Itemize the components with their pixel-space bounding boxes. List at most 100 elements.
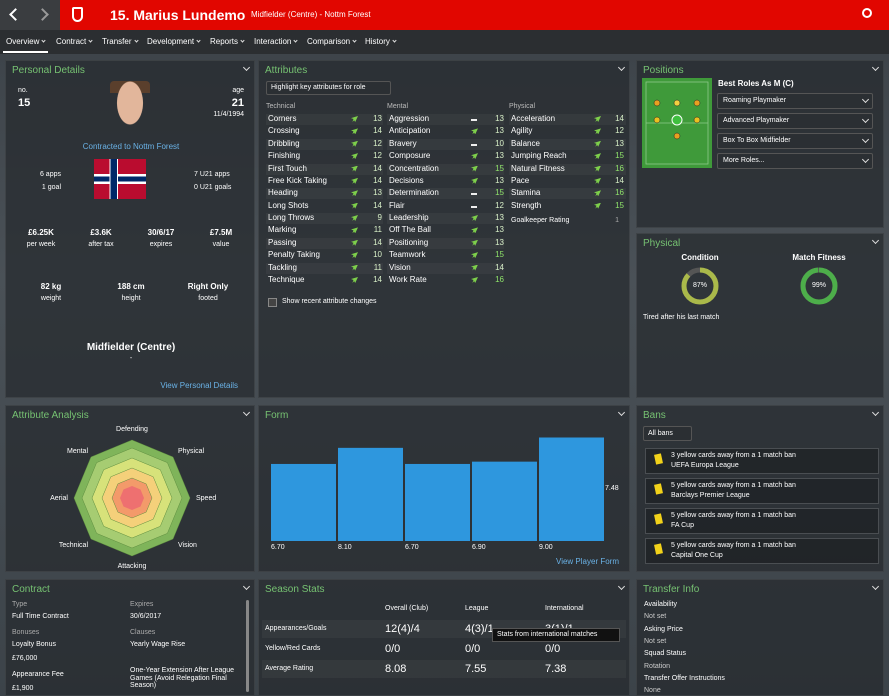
role-dropdown[interactable] [266,81,391,95]
graphic [800,267,838,305]
chevron [242,582,251,591]
trend-flat [471,143,477,146]
trend-up [351,252,358,259]
nav-tab[interactable]: Contract [56,37,87,46]
attribute-name: Passing [268,237,297,247]
label: 0/0 [385,643,401,655]
attribute-name: Leadership [389,213,429,223]
nav-tab[interactable]: Comparison [307,37,351,46]
label: Full Time Contract [12,613,69,620]
label: Loyalty Bonus [12,641,56,648]
attribute-value: 15 [615,200,624,210]
label[interactable]: More Roles... [723,157,765,164]
label: 5 yellow cards away from a 1 match ban [671,542,796,549]
nav-tab[interactable]: Overview [6,37,40,46]
filter-dropdown[interactable] [643,426,692,441]
label: 0/0 [465,643,481,655]
label[interactable]: Box To Box Midfielder [723,137,791,144]
panel-title: Transfer Info [643,584,700,595]
club-badge [72,7,83,22]
label: 188 cm [117,282,145,291]
label: Bonuses [12,629,40,636]
label[interactable]: All bans [648,430,673,437]
label: 11/4/1994 [213,111,244,118]
nav-buttons[interactable] [0,0,60,30]
link[interactable]: View Player Form [556,557,619,566]
label: no. [18,87,28,94]
label: 99% [811,282,827,289]
role-dropdown[interactable] [717,133,873,149]
attribute-value: 12 [495,200,504,210]
label: value [212,241,230,248]
link[interactable]: View Personal Details [160,381,238,390]
attribute-name: Free Kick Taking [268,175,327,185]
position-dot [693,116,701,124]
chevron [871,408,880,417]
row-stripe [387,237,504,249]
label: 30/6/17 [147,228,175,237]
role-dropdown[interactable] [717,113,873,129]
nav-tab[interactable]: Reports [210,37,239,46]
attribute-name: Strength [511,200,542,210]
trend-up [471,165,478,172]
attribute-name: Work Rate [389,274,427,284]
row-stripe [266,262,383,274]
label: Availability [644,601,677,608]
label: FA Cup [671,522,694,529]
label: 7.38 [545,663,567,675]
label: - [129,355,133,362]
nav-tab[interactable]: Transfer [102,37,132,46]
label: £6.25K [28,228,54,237]
role-dropdown[interactable] [717,153,873,169]
attribute-value: 15 [495,188,504,198]
label[interactable]: Roaming Playmaker [723,97,787,104]
trend-up [471,153,478,160]
nav-tab[interactable]: Interaction [254,37,292,46]
panel-title: Attribute Analysis [12,410,89,421]
row-stripe [266,163,383,175]
nav-tab[interactable]: Development [147,37,195,46]
search-icon[interactable] [862,8,872,18]
chevron [392,38,397,43]
radar-axis-label: Attacking [117,563,147,570]
trend-up [594,128,601,135]
current-position [671,114,683,126]
label: 5 yellow cards away from a 1 match ban [671,512,796,519]
label[interactable]: Advanced Playmaker [723,117,790,124]
attribute-value: 11 [373,262,382,272]
label: Expires [130,601,154,608]
row-stripe [266,114,383,125]
label: per week [26,241,56,248]
dropdown-label[interactable]: Highlight key attributes for role [271,84,366,91]
label: None [644,687,661,695]
attribute-value: 9 [377,213,382,223]
panel-title: Physical [643,238,681,249]
tooltip [492,628,620,642]
checkbox[interactable] [268,298,277,307]
form-bar [338,447,403,541]
positions-panel: Positions Best Roles As M (C) Roaming Play… [636,60,884,228]
chevron [617,63,626,72]
attribute-value: 13 [615,138,624,148]
graphic [642,78,712,168]
label: 15 [18,97,31,109]
position-dot [653,99,661,107]
club-link[interactable]: Contracted to Nottm Forest [82,142,180,151]
label: 7.55 [465,663,487,675]
label: Technical [266,103,296,110]
trend-flat [471,193,477,196]
row-stripe [266,237,383,249]
attribute-name: Flair [389,200,405,210]
nav-tab[interactable]: History [365,37,390,46]
attribute-value: 12 [373,151,382,161]
role-dropdown[interactable] [717,93,873,109]
attribute-name: Long Throws [268,213,315,223]
nav-bar: Overview Contract Transfer Development Repor… [0,30,889,54]
chevron [196,38,201,43]
label: £1,900 [12,685,34,692]
row-stripe [262,660,626,678]
attribute-value: 16 [495,274,504,284]
panel-title: Season Stats [265,584,325,595]
form-bar [405,463,470,541]
attribute-value: 14 [495,262,504,272]
